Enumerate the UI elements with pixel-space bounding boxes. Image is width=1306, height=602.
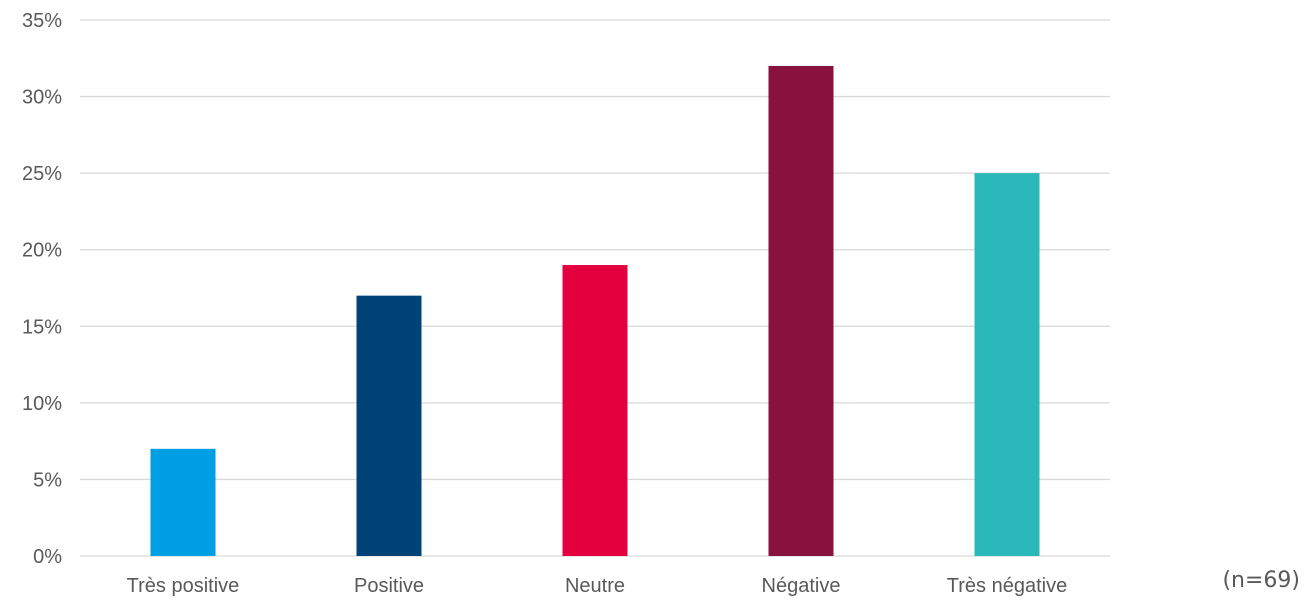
- x-category-label: Très positive: [127, 575, 240, 597]
- sample-size-note: (n=69): [1222, 568, 1300, 593]
- x-category-label: Négative: [762, 575, 841, 597]
- bar-2: [356, 295, 422, 556]
- y-tick-label: 15%: [22, 316, 62, 338]
- bar-1: [150, 448, 216, 556]
- y-tick-label: 30%: [22, 87, 62, 109]
- x-category-label: Neutre: [565, 575, 625, 597]
- y-tick-label: 25%: [22, 163, 62, 185]
- bar-4: [768, 65, 834, 556]
- x-category-label: Positive: [354, 575, 424, 597]
- bars: [150, 65, 1040, 556]
- y-tick-label: 0%: [33, 546, 62, 568]
- bar-3: [562, 265, 628, 556]
- x-category-label: Très négative: [947, 575, 1067, 597]
- y-tick-label: 5%: [33, 469, 62, 491]
- y-axis-ticks: 0% 5% 10% 15% 20% 25% 30% 35%: [22, 10, 62, 568]
- y-tick-label: 20%: [22, 240, 62, 262]
- x-axis-labels: Très positive Positive Neutre Négative Très …: [127, 575, 1068, 597]
- bar-5: [974, 173, 1040, 556]
- y-tick-label: 35%: [22, 10, 62, 32]
- y-tick-label: 10%: [22, 393, 62, 415]
